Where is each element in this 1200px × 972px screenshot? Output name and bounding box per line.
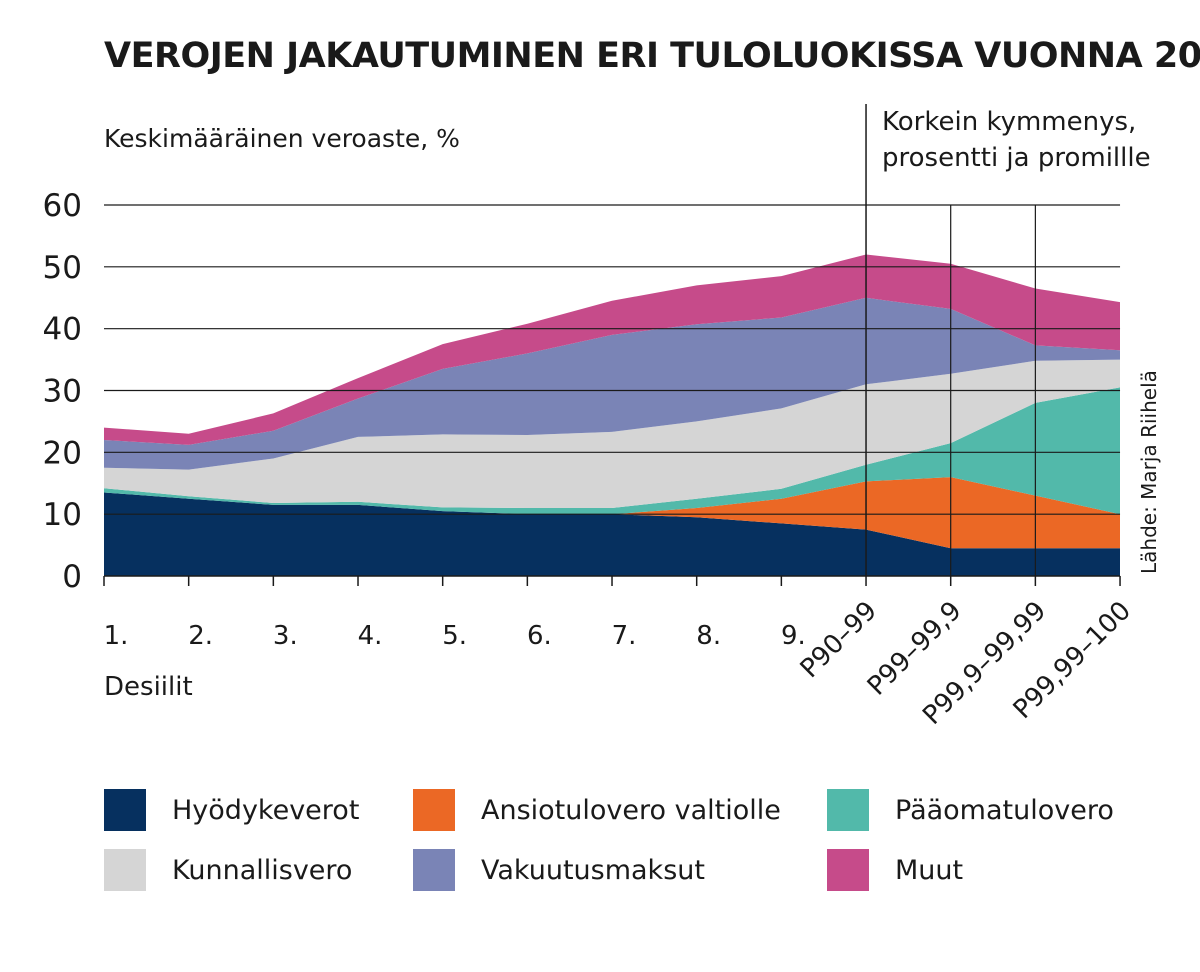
top-decile-label-line-2: prosentti ja promillle [882, 143, 1151, 173]
legend-item-ansiotulovero: Ansiotulovero valtiolle [413, 789, 781, 831]
legend-item-hyodykeverot: Hyödykeverot [104, 789, 359, 831]
legend-item-muut: Muut [827, 849, 963, 891]
legend-item-paaomatulovero: Pääomatulovero [827, 789, 1114, 831]
y-tick-label-20: 20 [43, 435, 82, 471]
legend-swatch-kunnallisvero [104, 849, 146, 891]
y-tick-label-0: 0 [62, 559, 82, 595]
legend-label-hyodykeverot: Hyödykeverot [172, 794, 360, 826]
legend-swatch-vakuutusmaksut [413, 849, 455, 891]
legend-item-vakuutusmaksut: Vakuutusmaksut [413, 849, 705, 891]
y-tick-label-30: 30 [43, 374, 82, 410]
top-decile-label-line-1: Korkein kymmenys, [882, 107, 1137, 137]
y-axis-label: Keskimääräinen veroaste, % [104, 124, 460, 153]
y-tick-label-40: 40 [43, 312, 82, 348]
top-decile-label: Korkein kymmenys, prosentti ja promillle [882, 104, 1151, 176]
x-tick-label-3: 3. [273, 621, 298, 651]
legend-item-kunnallisvero: Kunnallisvero [104, 849, 352, 891]
legend-swatch-ansiotulovero [413, 789, 455, 831]
x-tick-label-7: 7. [612, 621, 637, 651]
x-tick-label-8: 8. [696, 621, 721, 651]
x-tick-label-2: 2. [188, 621, 213, 651]
chart-title: VEROJEN JAKAUTUMINEN ERI TULOLUOKISSA VU… [104, 36, 1200, 76]
x-axis-label: Desiilit [104, 672, 193, 702]
x-tick-label-5: 5. [442, 621, 467, 651]
y-tick-label-60: 60 [43, 188, 82, 224]
x-tick-label-6: 6. [527, 621, 552, 651]
legend-swatch-muut [827, 849, 869, 891]
x-tick-label-4: 4. [358, 621, 383, 651]
source-note: Lähde: Marja Riihelä [1137, 370, 1161, 574]
legend-label-ansiotulovero: Ansiotulovero valtiolle [481, 794, 781, 826]
y-tick-label-10: 10 [43, 497, 82, 533]
x-tick-label-p90-99: P90–99 [795, 596, 883, 684]
legend-swatch-hyodykeverot [104, 789, 146, 831]
legend-label-muut: Muut [895, 854, 964, 886]
legend-label-vakuutusmaksut: Vakuutusmaksut [481, 854, 705, 886]
x-tick-label-1: 1. [104, 621, 129, 651]
legend-swatch-paaomatulovero [827, 789, 869, 831]
area-muut [104, 254, 1120, 445]
legend-label-kunnallisvero: Kunnallisvero [172, 854, 353, 886]
legend-label-paaomatulovero: Pääomatulovero [895, 794, 1114, 826]
y-tick-label-50: 50 [43, 250, 82, 286]
x-tick-label-9: 9. [781, 621, 806, 651]
